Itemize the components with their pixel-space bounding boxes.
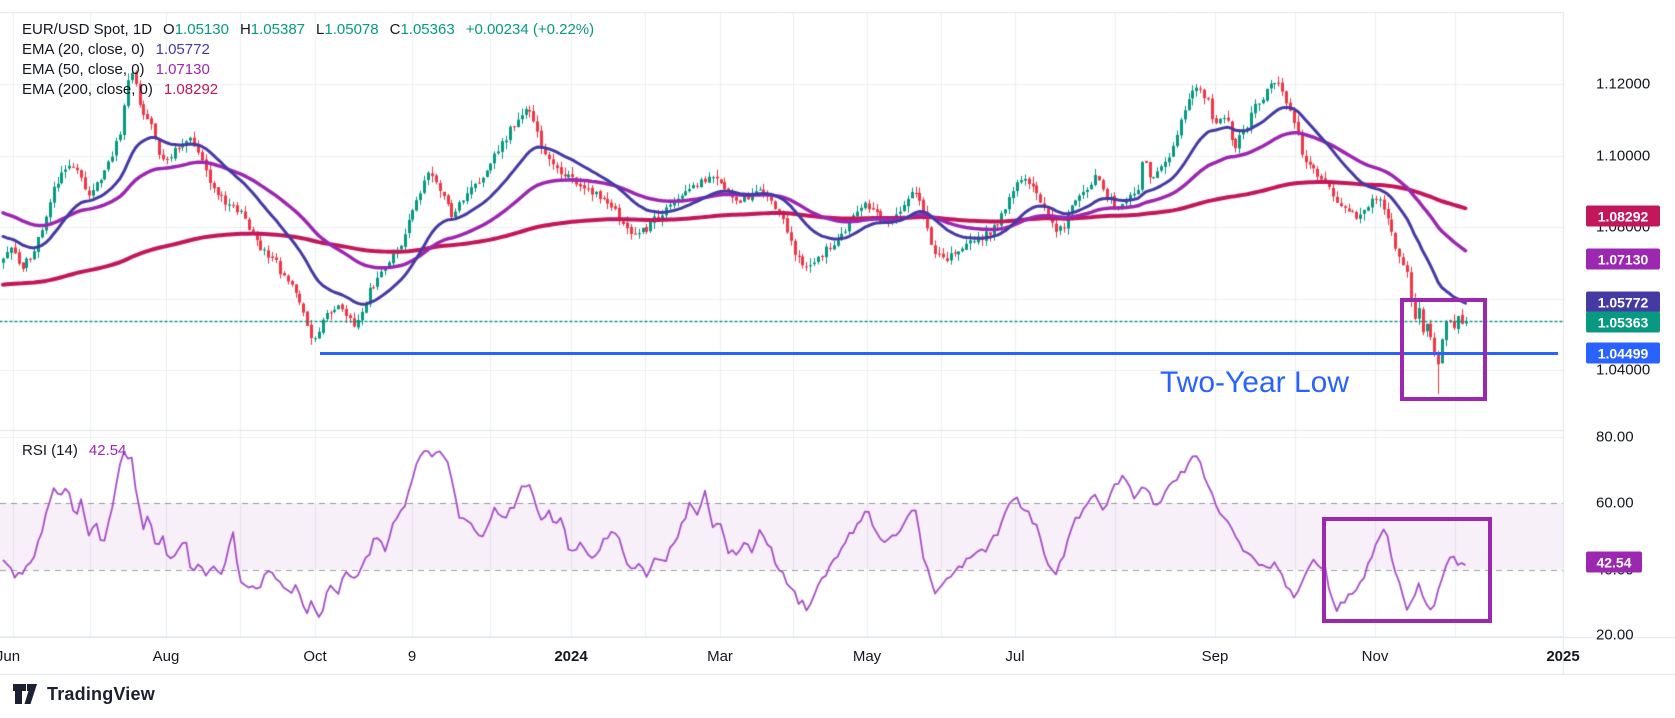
tradingview-logo[interactable]: TradingView — [13, 684, 155, 705]
ema50-value: 1.07130 — [155, 61, 210, 78]
indicator-row-ema20[interactable]: EMA (20, close, 0) 1.05772 — [22, 42, 594, 58]
time-axis-label-oct[interactable]: Oct — [303, 648, 327, 665]
price-highlight-box[interactable] — [1400, 298, 1487, 401]
ema20-value: 1.05772 — [155, 41, 210, 58]
time-axis-label-mar[interactable]: Mar — [707, 648, 733, 665]
price-axis-label: 1.12000 — [1596, 75, 1651, 93]
two-year-low-annotation[interactable]: Two-Year Low — [1160, 366, 1349, 399]
tradingview-logo-text: TradingView — [47, 684, 155, 704]
time-axis-label-jun[interactable]: Jun — [0, 648, 21, 665]
ema200-price-badge: 1.08292 — [1586, 205, 1660, 227]
ema50-label: EMA (50, close, 0) — [22, 61, 145, 78]
price-axis-label: 1.04000 — [1596, 361, 1651, 379]
ohlc-close: C1.05363 — [389, 21, 455, 38]
ema20-price-badge: 1.05772 — [1586, 291, 1660, 313]
ema20-label: EMA (20, close, 0) — [22, 41, 145, 58]
time-axis-label-9[interactable]: 9 — [407, 648, 417, 665]
rsi-value-badge: 42.54 — [1586, 551, 1642, 573]
indicator-row-ema50[interactable]: EMA (50, close, 0) 1.07130 — [22, 62, 594, 78]
tradingview-logo-icon — [13, 684, 37, 704]
ema200-value: 1.08292 — [163, 81, 219, 98]
ohlc-low: L1.05078 — [316, 21, 379, 38]
time-axis-label-aug[interactable]: Aug — [152, 648, 180, 665]
price-change: +0.00234 (+0.22%) — [465, 21, 595, 38]
ema200-label: EMA (200, close, 0) — [22, 81, 153, 98]
time-axis-label-jul[interactable]: Jul — [1005, 648, 1025, 665]
symbol-ohlc-row[interactable]: EUR/USD Spot, 1D O1.05130 H1.05387 L1.05… — [22, 22, 594, 38]
time-axis-label-2024[interactable]: 2024 — [554, 648, 588, 665]
rsi-axis-label: 60.00 — [1596, 494, 1634, 512]
rsi-label: RSI (14) — [22, 442, 78, 459]
ohlc-high: H1.05387 — [239, 21, 306, 38]
rsi-axis-label: 80.00 — [1596, 428, 1634, 446]
rsi-axis-label: 20.00 — [1596, 626, 1634, 644]
two-year-low-trendline[interactable] — [320, 352, 1558, 355]
ohlc-open: O1.05130 — [163, 21, 229, 38]
rsi-legend-row[interactable]: RSI (14) 42.54 — [22, 442, 126, 459]
indicator-row-ema200[interactable]: EMA (200, close, 0) 1.08292 — [22, 82, 594, 98]
price-axis-label: 1.10000 — [1596, 147, 1651, 164]
symbol-title[interactable]: EUR/USD Spot, 1D — [22, 21, 153, 38]
rsi-highlight-box[interactable] — [1322, 517, 1492, 623]
time-axis-label-nov[interactable]: Nov — [1361, 648, 1389, 665]
rsi-value: 42.54 — [88, 442, 127, 459]
ema50-price-badge: 1.07130 — [1586, 248, 1660, 270]
time-axis-label-sep[interactable]: Sep — [1201, 648, 1229, 665]
time-axis-label-2025[interactable]: 2025 — [1546, 648, 1580, 665]
drawing-level-badge: 1.04499 — [1586, 342, 1660, 364]
last-price-badge: 1.05363 — [1586, 311, 1660, 333]
time-axis-label-may[interactable]: May — [852, 648, 882, 665]
chart-legend: EUR/USD Spot, 1D O1.05130 H1.05387 L1.05… — [22, 22, 594, 98]
